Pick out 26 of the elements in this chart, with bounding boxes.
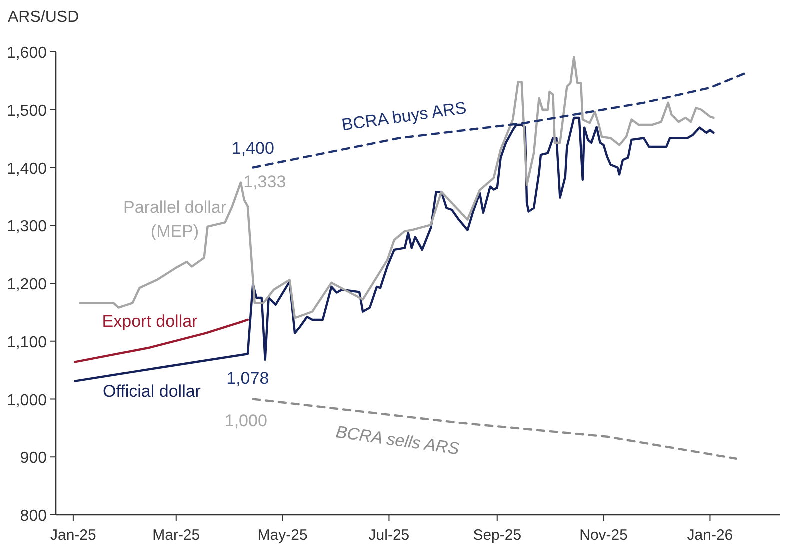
y-axis-title: ARS/USD	[8, 9, 80, 26]
x-tick-label: Sep-25	[473, 527, 522, 544]
annotation: 1,078	[226, 369, 270, 388]
y-tick-label: 1,300	[6, 218, 48, 236]
text: BCRA sells ARS	[334, 422, 462, 459]
series-label: Parallel dollar (MEP)	[124, 198, 227, 241]
annotation: 1,000	[224, 411, 268, 430]
y-tick-label: 900	[20, 450, 48, 468]
text: BCRA buys ARS	[340, 98, 468, 135]
y-tick-label: 1,000	[6, 392, 48, 410]
y-tick-label: 1,500	[6, 102, 48, 120]
x-tick-label: Jul-25	[368, 527, 410, 544]
annotation: 1,333	[244, 172, 286, 192]
series-label: Export dollar	[102, 312, 198, 331]
series-label: Official dollar	[103, 382, 202, 401]
x-tick-label: May-25	[258, 527, 308, 544]
y-tick-label: 1,400	[6, 160, 48, 178]
y-tick-label: 800	[20, 508, 48, 525]
annotation: 1,400	[232, 138, 274, 158]
y-tick-label: 1,600	[6, 45, 48, 62]
x-tick-label: Jan-25	[50, 527, 96, 544]
y-tick-label: 1,100	[6, 334, 48, 352]
x-tick-label: Mar-25	[152, 527, 200, 544]
y-tick-label: 1,200	[6, 276, 48, 294]
x-tick-label: Nov-25	[580, 527, 628, 544]
x-tick-label: Jan-26	[687, 527, 734, 544]
